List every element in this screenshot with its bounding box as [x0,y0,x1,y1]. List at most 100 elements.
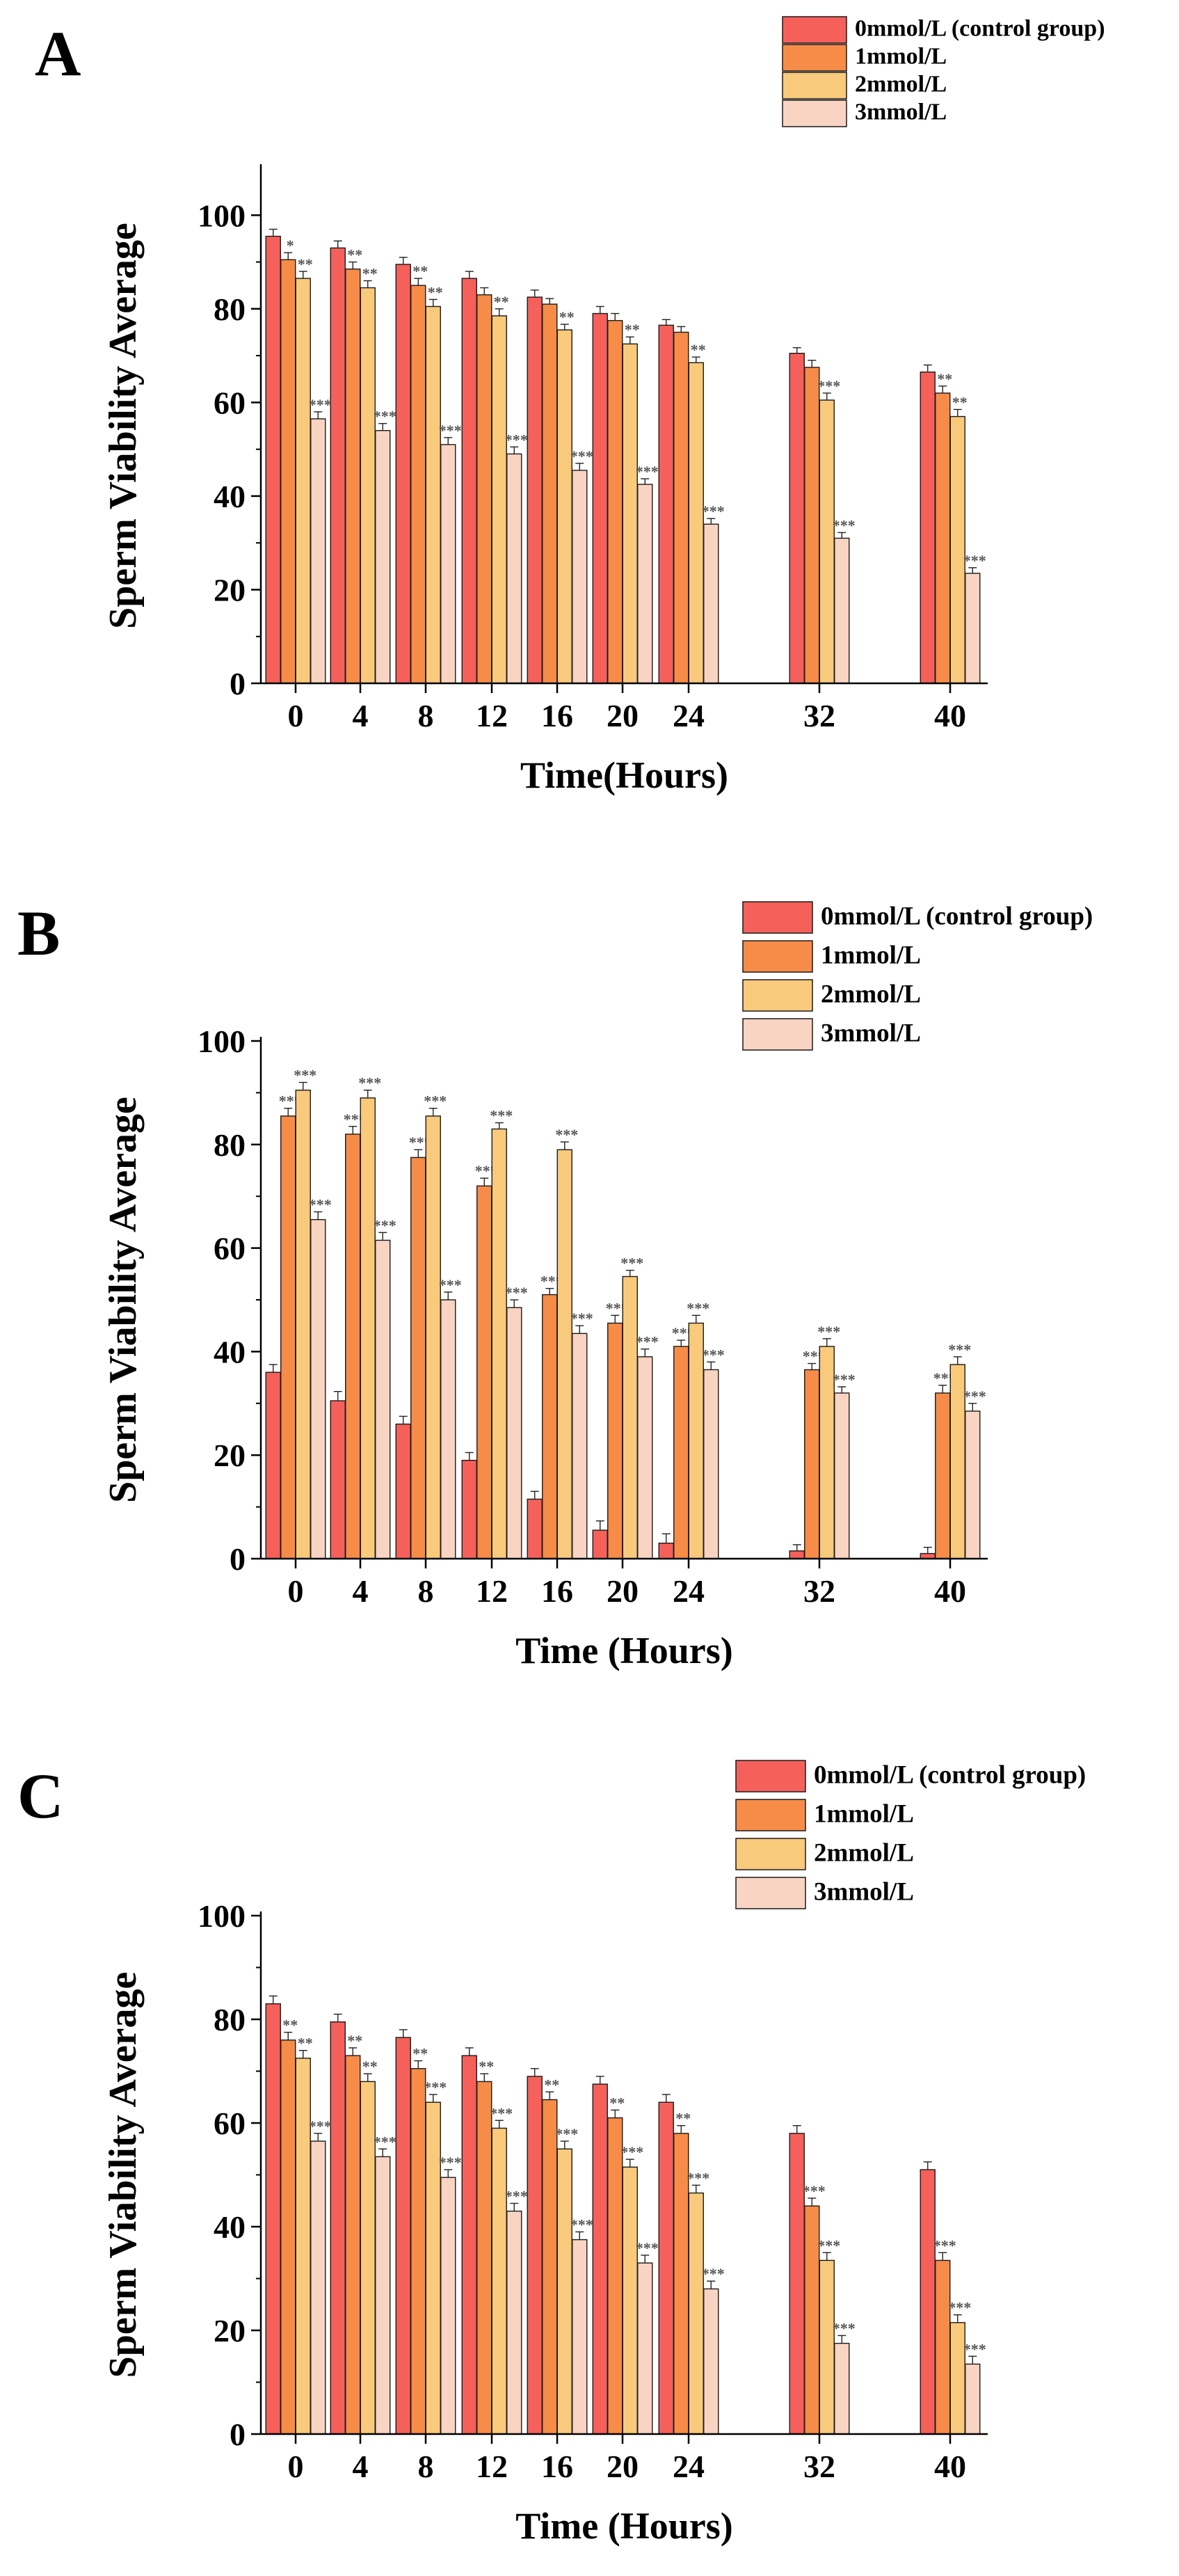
x-tick-label: 20 [607,698,639,733]
bar [410,285,426,684]
significance-label: *** [555,2125,578,2142]
bar [572,1333,588,1559]
bar [375,430,391,684]
significance-label: *** [374,2133,396,2150]
legend: 0mmol/L (control group)1mmol/L2mmol/L3mm… [782,15,1105,127]
bar [527,296,543,684]
bar [622,343,638,684]
significance-label: *** [833,516,856,534]
bar [506,453,522,684]
bar [542,1294,558,1559]
panel-label: B [17,898,60,969]
bar [295,1089,311,1559]
bar [375,2156,391,2435]
significance-label: * [287,237,294,254]
bar [607,319,623,684]
bar [295,278,311,684]
bar [461,2055,477,2435]
legend-label: 3mmol/L [855,99,947,125]
chart-panel-a: A***************************************… [35,15,1105,796]
legend: 0mmol/L (control group)1mmol/L2mmol/L3mm… [735,1760,1086,1909]
bar [637,484,653,684]
legend-swatch [742,940,813,973]
significance-label: ** [298,255,313,273]
bar [658,2101,674,2435]
y-tick-label: 80 [214,2002,246,2037]
y-tick-label: 100 [198,1024,246,1059]
bar [506,2210,522,2435]
bar [920,2169,936,2435]
bar [265,235,281,684]
bar [935,1392,951,1559]
chart-panel-c: C***************************************… [17,1760,1086,2547]
bar [572,470,588,684]
significance-label: *** [702,502,725,520]
significance-label: *** [490,2104,513,2122]
significance-label: ** [362,264,378,282]
significance-label: *** [702,2265,725,2282]
x-tick-label: 40 [934,2449,966,2484]
x-tick-label: 0 [288,1573,304,1609]
significance-label: *** [570,1310,593,1327]
x-tick-label: 32 [803,1573,835,1609]
bar [330,2021,346,2435]
significance-label: *** [439,422,462,439]
x-axis-title: Time (Hours) [515,1630,732,1671]
legend-label: 2mmol/L [855,71,947,97]
x-tick-label: 32 [803,698,835,733]
bar [673,1346,689,1559]
bar [556,1149,572,1559]
significance-label: *** [817,2236,840,2254]
significance-label: *** [833,2319,856,2337]
bar [556,2148,572,2435]
significance-label: *** [817,1323,840,1340]
bar [395,1423,411,1559]
bar [592,2083,608,2435]
y-tick-label: 20 [214,2313,246,2348]
significance-label: *** [505,1284,528,1301]
bar [607,2117,623,2435]
bar [280,2040,296,2435]
significance-label: ** [412,262,428,280]
legend-label: 0mmol/L (control group) [814,1760,1086,1789]
x-tick-label: 20 [607,1573,639,1609]
significance-label: *** [963,1388,986,1405]
y-tick-label: 0 [230,666,246,701]
significance-label: *** [636,1333,659,1351]
bar [461,278,477,684]
y-tick-label: 100 [198,1898,246,1934]
x-axis-title: Time(Hours) [520,754,728,796]
x-tick-label: 12 [476,2449,508,2484]
x-tick-label: 8 [418,1573,434,1609]
bar [461,1459,477,1559]
significance-label: *** [687,1299,709,1317]
x-tick-label: 24 [673,2449,705,2484]
significance-label: ** [544,2076,559,2093]
y-tick-label: 0 [230,1541,246,1577]
x-tick-label: 8 [418,698,434,733]
x-tick-label: 24 [673,1573,705,1609]
bar [637,1356,653,1559]
significance-label: ** [362,2058,378,2075]
significance-label: ** [609,2094,625,2111]
bar [592,312,608,684]
bar [410,1156,426,1559]
bar [622,2166,638,2435]
significance-label: *** [439,2154,462,2171]
significance-label: *** [687,2169,709,2186]
legend-swatch [782,100,847,127]
bar [935,392,951,684]
y-tick-label: 80 [214,1127,246,1163]
legend-label: 0mmol/L (control group) [821,902,1093,930]
y-tick-label: 0 [230,2417,246,2452]
bar [491,1128,507,1559]
bar [949,415,965,684]
bar [440,2177,456,2435]
legend-swatch [735,1877,806,1909]
significance-label: ** [675,2110,691,2127]
bar [476,1185,492,1559]
y-tick-label: 60 [214,385,246,420]
legend-label: 2mmol/L [821,980,921,1008]
significance-label: *** [490,1107,513,1124]
